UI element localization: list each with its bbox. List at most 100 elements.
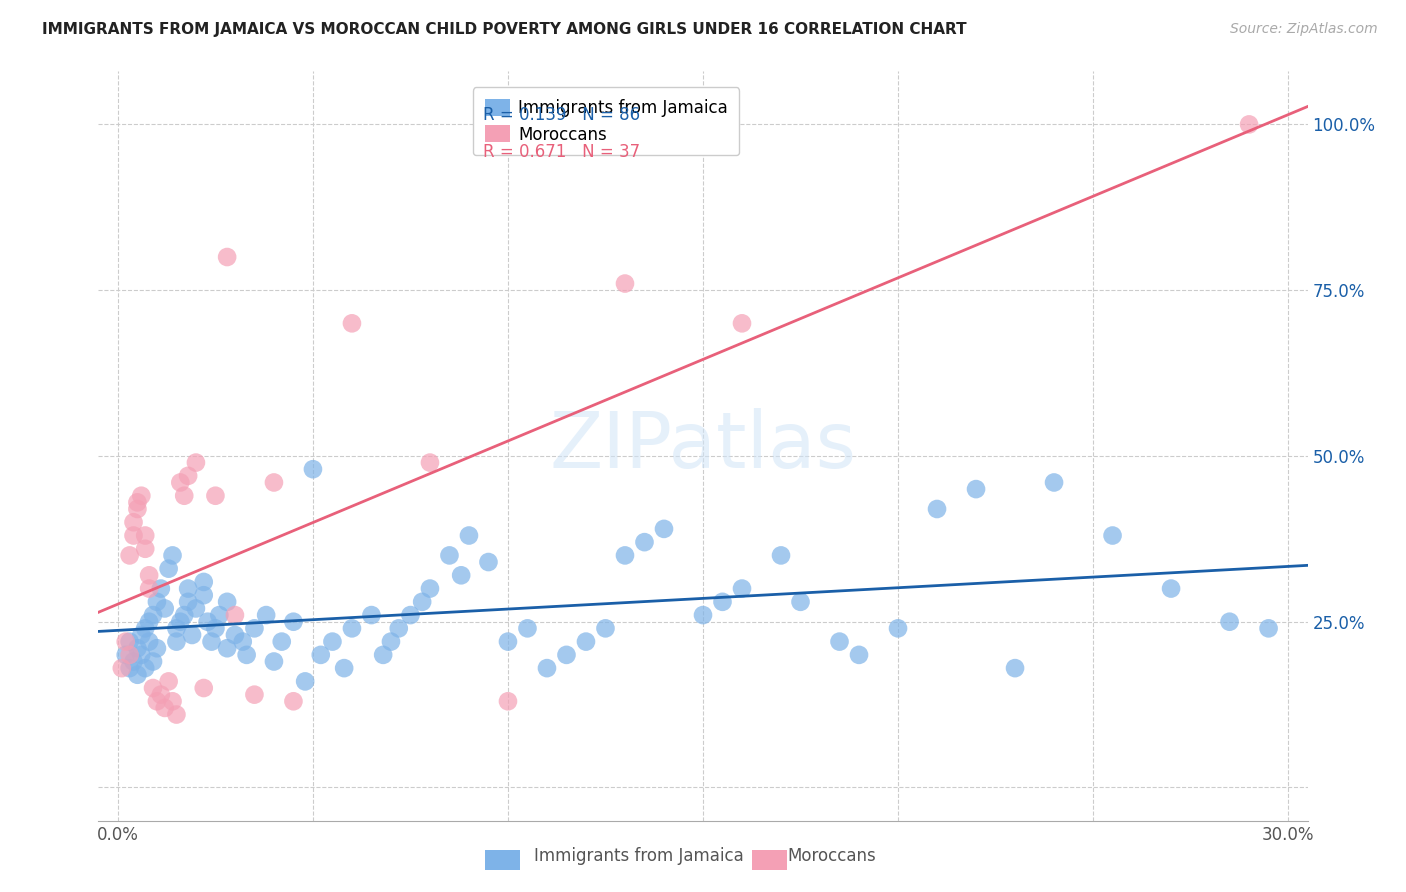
Point: [134, 621, 156, 635]
Point: [925, 502, 948, 516]
Point: [138, 634, 160, 648]
Point: [652, 522, 675, 536]
Point: [388, 621, 411, 635]
Text: Immigrants from Jamaica: Immigrants from Jamaica: [534, 847, 744, 865]
Text: Moroccans: Moroccans: [787, 847, 876, 865]
Point: [184, 456, 207, 470]
Point: [828, 634, 851, 648]
Point: [731, 316, 754, 330]
Point: [131, 648, 153, 662]
Point: [157, 674, 180, 689]
Point: [1257, 621, 1279, 635]
Point: [193, 574, 215, 589]
Point: [254, 608, 277, 623]
Point: [360, 608, 382, 623]
Text: ZIPatlas: ZIPatlas: [550, 408, 856, 484]
Point: [111, 661, 134, 675]
Point: [232, 634, 254, 648]
Point: [340, 316, 363, 330]
Point: [321, 634, 343, 648]
Point: [458, 528, 481, 542]
Point: [731, 582, 754, 596]
Point: [200, 634, 222, 648]
Point: [555, 648, 578, 662]
Point: [217, 641, 239, 656]
Text: Source: ZipAtlas.com: Source: ZipAtlas.com: [1230, 22, 1378, 37]
Point: [131, 628, 153, 642]
Point: [419, 456, 441, 470]
Point: [283, 615, 305, 629]
Point: [1219, 615, 1241, 629]
Point: [614, 277, 637, 291]
Point: [270, 634, 292, 648]
Point: [118, 549, 141, 563]
Point: [162, 549, 184, 563]
Point: [118, 648, 141, 662]
Point: [134, 528, 156, 542]
Point: [848, 648, 870, 662]
Point: [1101, 528, 1123, 542]
Point: [224, 628, 246, 642]
Point: [146, 641, 169, 656]
Point: [169, 615, 191, 629]
Point: [263, 655, 285, 669]
Point: [149, 582, 172, 596]
Point: [114, 634, 136, 648]
Point: [411, 595, 433, 609]
Point: [399, 608, 422, 623]
Point: [380, 634, 402, 648]
Point: [1160, 582, 1182, 596]
Point: [1004, 661, 1026, 675]
Point: [1237, 117, 1260, 131]
Point: [184, 601, 207, 615]
Legend: Immigrants from Jamaica, Moroccans: Immigrants from Jamaica, Moroccans: [472, 87, 740, 155]
Point: [142, 655, 165, 669]
Text: R = 0.139   N = 86: R = 0.139 N = 86: [482, 106, 640, 124]
Point: [138, 615, 160, 629]
Point: [177, 582, 200, 596]
Point: [450, 568, 472, 582]
Point: [575, 634, 598, 648]
Point: [283, 694, 305, 708]
Point: [235, 648, 257, 662]
Point: [789, 595, 811, 609]
Point: [153, 601, 176, 615]
Point: [122, 655, 145, 669]
Point: [146, 694, 169, 708]
Point: [118, 661, 141, 675]
Point: [127, 667, 149, 681]
Point: [114, 648, 136, 662]
Point: [127, 502, 149, 516]
Point: [204, 489, 226, 503]
Point: [692, 608, 714, 623]
Point: [302, 462, 325, 476]
Point: [887, 621, 910, 635]
Point: [165, 707, 187, 722]
Point: [142, 681, 165, 695]
Point: [122, 515, 145, 529]
Text: IMMIGRANTS FROM JAMAICA VS MOROCCAN CHILD POVERTY AMONG GIRLS UNDER 16 CORRELATI: IMMIGRANTS FROM JAMAICA VS MOROCCAN CHIL…: [42, 22, 967, 37]
Point: [193, 588, 215, 602]
Point: [127, 641, 149, 656]
Point: [165, 621, 187, 635]
Point: [294, 674, 316, 689]
Point: [181, 628, 204, 642]
Point: [208, 608, 231, 623]
Point: [595, 621, 617, 635]
Point: [149, 688, 172, 702]
Point: [177, 468, 200, 483]
Point: [217, 250, 239, 264]
Point: [965, 482, 987, 496]
Point: [614, 549, 637, 563]
Point: [197, 615, 219, 629]
Point: [134, 541, 156, 556]
Point: [769, 549, 792, 563]
Point: [243, 621, 266, 635]
Point: [146, 595, 169, 609]
Point: [157, 562, 180, 576]
Point: [134, 661, 156, 675]
Point: [165, 634, 187, 648]
Point: [204, 621, 226, 635]
Point: [142, 608, 165, 623]
Point: [177, 595, 200, 609]
